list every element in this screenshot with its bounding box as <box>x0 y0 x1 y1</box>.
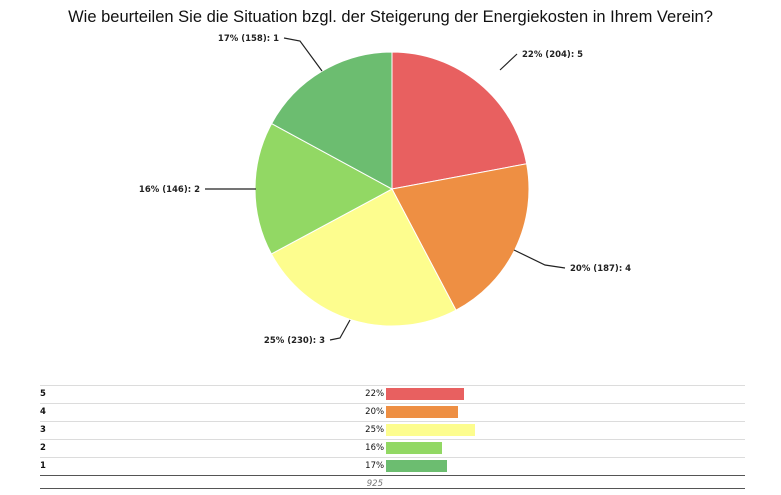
table-row: 216% 146 <box>40 439 745 457</box>
bottom-rule <box>40 488 745 489</box>
pie-slice-1[interactable] <box>270 51 393 190</box>
slice-label-1: 17% (158): 1 <box>218 34 279 44</box>
row-category: 4 <box>40 407 46 417</box>
pie-chart: 22% (204): 5 20% (187): 4 25% (230): 3 16% … <box>139 34 631 346</box>
slice-label-2: 16% (146): 2 <box>139 185 200 195</box>
slice-label-3: 25% (230): 3 <box>264 336 325 346</box>
row-category: 1 <box>40 461 46 471</box>
table-total: 925 <box>366 479 383 489</box>
row-bar <box>386 460 447 472</box>
slice-label-5: 22% (204): 5 <box>522 50 583 60</box>
slice-label-4: 20% (187): 4 <box>570 264 631 274</box>
row-bar <box>386 424 475 436</box>
leader-line-4 <box>513 249 566 269</box>
chart-title: Wie beurteilen Sie die Situation bzgl. d… <box>68 8 713 26</box>
summary-table: 522% 204420% 187325% 230216% 146117% 158… <box>40 385 745 493</box>
row-bar <box>386 442 443 454</box>
table-row: 117% 158 <box>40 457 745 475</box>
pie-slice-3[interactable] <box>270 188 457 327</box>
row-bar <box>386 406 458 418</box>
table-row: 420% 187 <box>40 403 745 421</box>
leader-line-3 <box>329 319 351 341</box>
row-bar <box>386 388 465 400</box>
table-row: 325% 230 <box>40 421 745 439</box>
row-category: 2 <box>40 443 46 453</box>
row-category: 3 <box>40 425 46 435</box>
row-category: 5 <box>40 389 46 399</box>
leader-line-5 <box>499 53 518 71</box>
table-row: 522% 204 <box>40 385 745 403</box>
pie-slice-4[interactable] <box>391 163 530 311</box>
table-total-row: 925 <box>40 475 745 493</box>
leader-line-1 <box>283 37 323 72</box>
pie-slice-5[interactable] <box>391 51 528 190</box>
